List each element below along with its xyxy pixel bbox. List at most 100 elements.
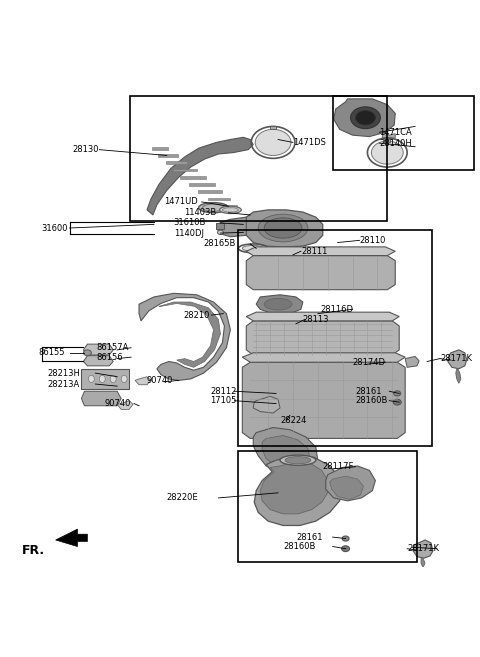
Polygon shape xyxy=(253,428,318,473)
Polygon shape xyxy=(326,466,375,501)
Polygon shape xyxy=(217,205,237,208)
Text: 28117F: 28117F xyxy=(323,463,354,471)
Bar xyxy=(333,96,474,170)
Polygon shape xyxy=(254,456,343,526)
Ellipse shape xyxy=(393,399,401,405)
Text: 28220E: 28220E xyxy=(167,493,198,503)
Ellipse shape xyxy=(342,536,349,541)
Polygon shape xyxy=(334,99,395,137)
Text: 1471UD: 1471UD xyxy=(164,197,198,206)
Text: 28113: 28113 xyxy=(303,315,329,324)
Text: 86156: 86156 xyxy=(96,353,123,361)
Text: 1140DJ: 1140DJ xyxy=(174,229,204,238)
Text: 28130: 28130 xyxy=(73,145,99,154)
Polygon shape xyxy=(242,353,405,362)
Text: 1471DS: 1471DS xyxy=(293,138,326,147)
Polygon shape xyxy=(82,392,121,406)
Ellipse shape xyxy=(255,129,291,156)
Text: 86157A: 86157A xyxy=(96,343,129,352)
Polygon shape xyxy=(405,357,419,367)
Polygon shape xyxy=(421,558,425,568)
Ellipse shape xyxy=(372,141,403,164)
Text: 1471CA: 1471CA xyxy=(379,127,412,137)
Polygon shape xyxy=(135,376,151,385)
Text: 31600: 31600 xyxy=(41,223,68,233)
Text: 28174D: 28174D xyxy=(352,358,385,367)
Bar xyxy=(239,230,432,445)
Polygon shape xyxy=(246,247,395,256)
Text: 28213H: 28213H xyxy=(48,369,81,378)
Ellipse shape xyxy=(285,457,311,464)
Polygon shape xyxy=(180,176,206,179)
Polygon shape xyxy=(456,369,461,383)
Polygon shape xyxy=(253,396,280,413)
Polygon shape xyxy=(260,462,328,514)
Ellipse shape xyxy=(110,375,116,382)
Polygon shape xyxy=(166,161,188,164)
Polygon shape xyxy=(189,183,215,186)
Text: 86155: 86155 xyxy=(39,348,65,357)
Polygon shape xyxy=(246,256,395,290)
Text: 28110: 28110 xyxy=(360,236,386,245)
Bar xyxy=(130,96,387,221)
Ellipse shape xyxy=(394,391,401,396)
Ellipse shape xyxy=(264,298,292,310)
Polygon shape xyxy=(242,362,405,438)
Text: 28171K: 28171K xyxy=(407,544,439,553)
Text: 31610B: 31610B xyxy=(174,218,206,227)
Text: FR.: FR. xyxy=(22,545,45,557)
Text: 28111: 28111 xyxy=(301,247,327,256)
Ellipse shape xyxy=(258,214,308,242)
Polygon shape xyxy=(173,168,197,171)
Text: 11403B: 11403B xyxy=(184,208,216,217)
Polygon shape xyxy=(117,401,133,409)
Polygon shape xyxy=(147,137,253,215)
Ellipse shape xyxy=(88,375,95,382)
Polygon shape xyxy=(216,223,225,229)
Ellipse shape xyxy=(219,206,241,214)
Polygon shape xyxy=(448,350,467,369)
Ellipse shape xyxy=(264,218,302,238)
Polygon shape xyxy=(208,198,229,200)
Polygon shape xyxy=(246,321,399,355)
Polygon shape xyxy=(330,476,363,499)
Polygon shape xyxy=(158,154,178,157)
Polygon shape xyxy=(262,436,310,469)
Ellipse shape xyxy=(356,110,375,125)
Polygon shape xyxy=(246,312,399,321)
Text: 28116D: 28116D xyxy=(321,305,354,314)
Text: 28210: 28210 xyxy=(184,311,210,319)
Bar xyxy=(239,451,417,562)
Text: 28140H: 28140H xyxy=(379,139,412,148)
Polygon shape xyxy=(384,139,390,142)
Text: 28160B: 28160B xyxy=(356,396,388,405)
Polygon shape xyxy=(216,217,246,237)
Text: 28161: 28161 xyxy=(356,387,382,396)
Polygon shape xyxy=(84,344,113,355)
Ellipse shape xyxy=(199,202,228,213)
Ellipse shape xyxy=(99,375,105,382)
Text: 90740: 90740 xyxy=(104,399,131,408)
Ellipse shape xyxy=(121,375,127,382)
Polygon shape xyxy=(159,302,220,367)
Text: 28112: 28112 xyxy=(210,387,236,396)
Polygon shape xyxy=(244,210,323,247)
Polygon shape xyxy=(270,126,276,129)
Polygon shape xyxy=(56,529,87,547)
Ellipse shape xyxy=(342,546,349,552)
Text: 17105: 17105 xyxy=(210,396,236,405)
Polygon shape xyxy=(383,132,395,138)
Text: 28160B: 28160B xyxy=(283,542,315,551)
Ellipse shape xyxy=(242,246,264,251)
Ellipse shape xyxy=(84,350,91,355)
Text: 28165B: 28165B xyxy=(204,239,236,248)
Text: 28161: 28161 xyxy=(296,533,323,541)
Text: 28171K: 28171K xyxy=(440,354,472,363)
Polygon shape xyxy=(152,147,168,150)
Polygon shape xyxy=(139,293,230,380)
Text: 90740: 90740 xyxy=(147,376,173,385)
Polygon shape xyxy=(82,369,129,389)
Ellipse shape xyxy=(217,230,224,235)
Text: 28213A: 28213A xyxy=(48,380,80,388)
Text: 28224: 28224 xyxy=(280,416,306,425)
